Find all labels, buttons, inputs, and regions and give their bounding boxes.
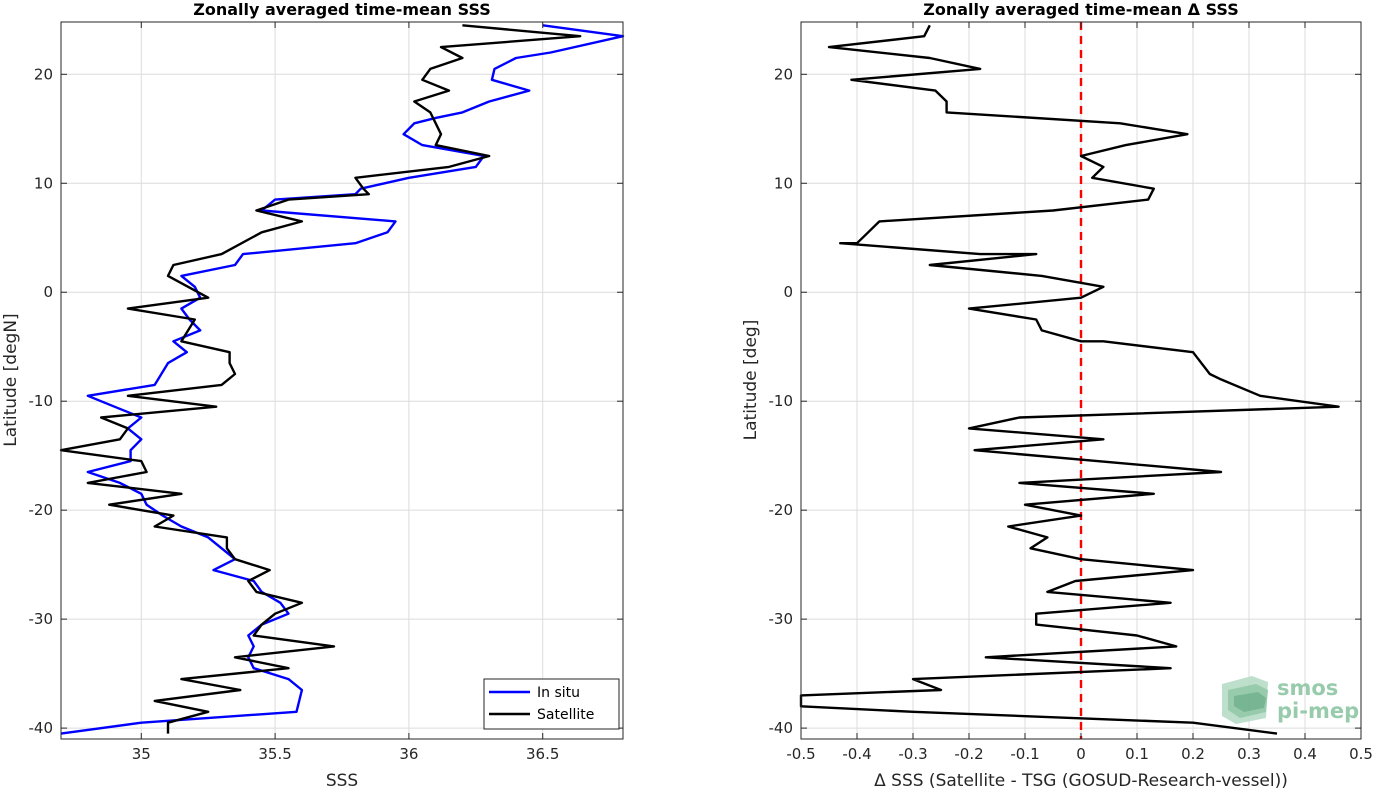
x-tick-label: 0.1 xyxy=(1125,745,1149,763)
right-series xyxy=(799,24,1340,735)
series-line-satellite xyxy=(59,24,582,734)
left-chart-title: Zonally averaged time-mean SSS xyxy=(193,0,491,19)
y-tick-label: -30 xyxy=(29,610,54,628)
right-chart-title: Zonally averaged time-mean Δ SSS xyxy=(923,0,1239,19)
right-x-axis-label: Δ SSS (Satellite - TSG (GOSUD-Research-v… xyxy=(874,771,1288,789)
series-line-in-situ xyxy=(60,24,625,735)
y-tick-label: -20 xyxy=(769,501,794,519)
x-tick-label: -0.5 xyxy=(786,745,815,763)
x-tick-label: -0.4 xyxy=(842,745,871,763)
smos-pimep-logo: smos pi-mep xyxy=(1222,676,1359,724)
x-tick-label: -0.3 xyxy=(898,745,927,763)
x-tick-label: 35 xyxy=(132,745,151,763)
logo-text-pimep: pi-mep xyxy=(1277,699,1359,723)
y-tick-label: -10 xyxy=(769,392,794,410)
right-ticks: -0.5 -0.4 -0.3 -0.2 -0.1 0 0.1 0.2 0.3 0.4 0.5 -40 -… xyxy=(769,22,1373,763)
x-tick-label: -0.1 xyxy=(1010,745,1039,763)
y-tick-label: 20 xyxy=(34,65,53,83)
y-tick-label: 20 xyxy=(774,65,793,83)
logo-emblem xyxy=(1222,676,1268,724)
right-y-axis-label: Latitude [deg] xyxy=(741,320,761,441)
legend-label-satellite: Satellite xyxy=(537,707,594,723)
legend: In situ Satellite xyxy=(483,678,620,730)
y-tick-label: 10 xyxy=(774,174,793,192)
y-tick-label: -30 xyxy=(769,610,794,628)
x-tick-label: 35.5 xyxy=(258,745,291,763)
left-axes-frame xyxy=(60,21,624,740)
y-tick-label: -40 xyxy=(769,719,794,737)
legend-box xyxy=(483,678,620,730)
y-tick-label: 0 xyxy=(43,283,53,301)
x-tick-label: 0 xyxy=(1076,745,1086,763)
y-tick-label: 0 xyxy=(783,283,793,301)
series-line-0 xyxy=(799,24,1340,735)
x-tick-label: 0.5 xyxy=(1349,745,1373,763)
logo-text-smos: smos xyxy=(1277,676,1338,700)
left-grid xyxy=(61,22,623,739)
left-panel: 35 35.5 36 36.5 -40 -30 -20 -10 0 10 20 Zonally av… xyxy=(1,0,625,789)
x-tick-label: 0.4 xyxy=(1293,745,1317,763)
y-tick-label: -20 xyxy=(29,501,54,519)
left-y-axis-label: Latitude [degN] xyxy=(1,313,21,446)
x-tick-label: 0.3 xyxy=(1237,745,1261,763)
left-ticks: 35 35.5 36 36.5 -40 -30 -20 -10 0 10 20 xyxy=(29,22,623,763)
left-x-axis-label: SSS xyxy=(326,771,358,789)
x-tick-label: -0.2 xyxy=(954,745,983,763)
legend-label-in-situ: In situ xyxy=(537,685,580,701)
x-tick-label: 36 xyxy=(399,745,418,763)
x-tick-label: 36.5 xyxy=(526,745,559,763)
left-series xyxy=(59,24,625,735)
x-tick-label: 0.2 xyxy=(1181,745,1205,763)
y-tick-label: -10 xyxy=(29,392,54,410)
y-tick-label: 10 xyxy=(34,174,53,192)
right-panel: -0.5 -0.4 -0.3 -0.2 -0.1 0 0.1 0.2 0.3 0.4 0.5 -40 -… xyxy=(741,0,1373,789)
y-tick-label: -40 xyxy=(29,719,54,737)
